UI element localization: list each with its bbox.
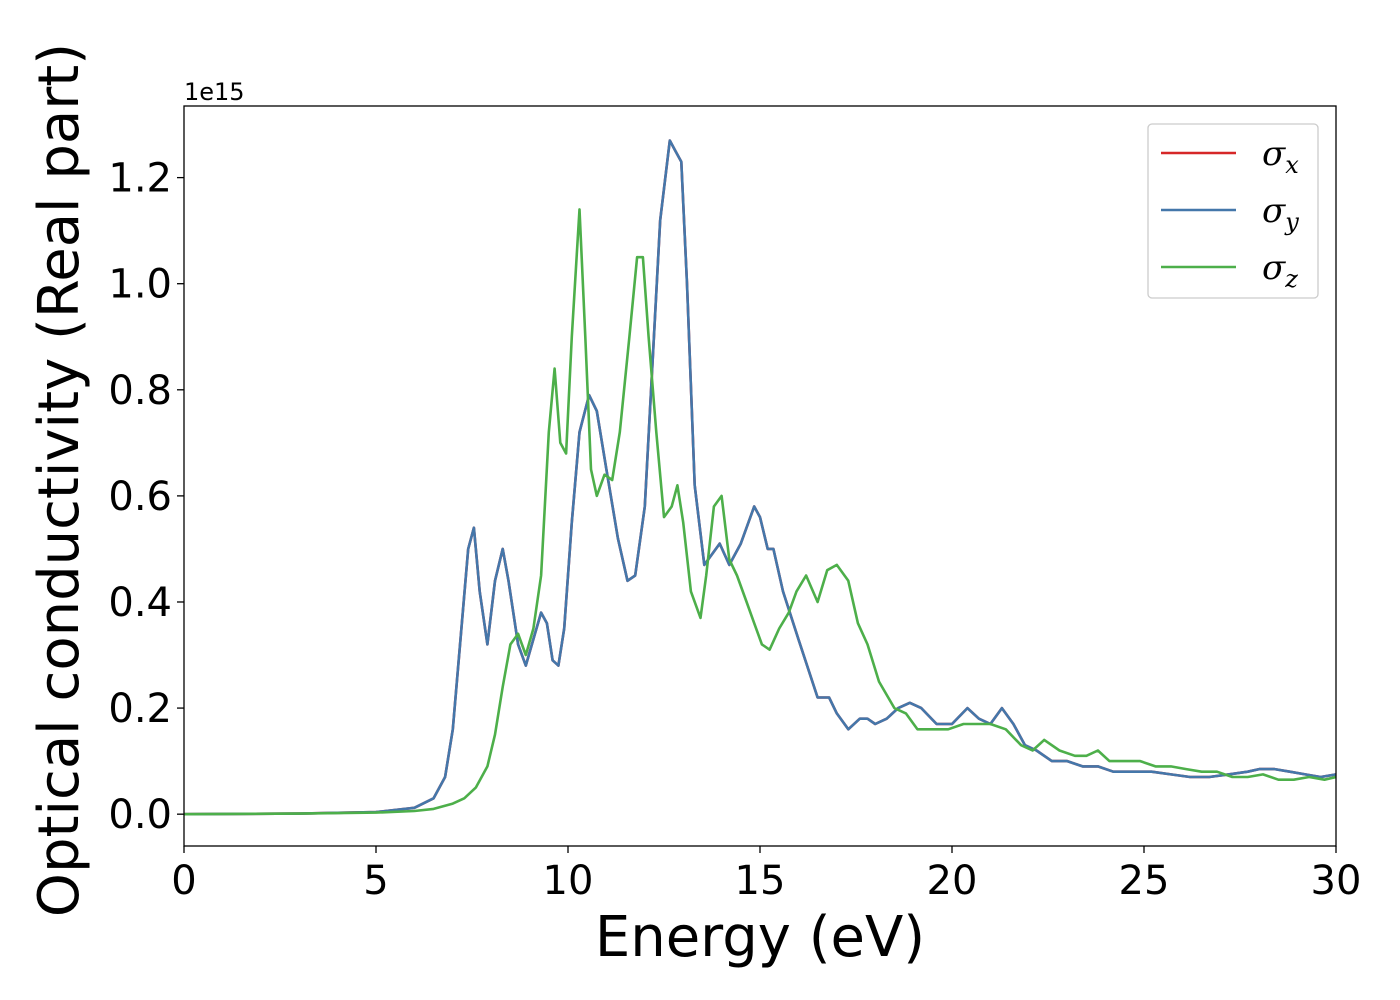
x-axis-label: Energy (eV) <box>595 905 925 970</box>
legend-label: σy <box>1262 191 1299 236</box>
x-tick-label: 0 <box>171 858 196 904</box>
y-tick-label: 0.0 <box>108 792 172 838</box>
y-tick-label: 1.2 <box>108 156 172 202</box>
series-line-z <box>184 208 1336 816</box>
legend-item-x: σx <box>1161 134 1299 179</box>
legend-item-y: σy <box>1161 191 1299 236</box>
y-tick-label: 1.0 <box>108 262 172 308</box>
y-tick-label: 0.4 <box>108 580 172 626</box>
x-tick-label: 25 <box>1119 858 1170 904</box>
x-tick-label: 30 <box>1311 858 1362 904</box>
legend-label: σz <box>1262 248 1298 293</box>
y-offset-text: 1e15 <box>184 78 245 106</box>
legend: σx σy σz <box>1147 123 1319 299</box>
x-tick-label: 20 <box>927 858 978 904</box>
legend-label: σx <box>1262 134 1299 179</box>
y-axis-ticks: 0.0 0.2 0.4 0.6 0.8 1.0 1.2 <box>108 156 184 838</box>
series-line-y <box>184 139 1336 816</box>
x-axis-ticks: 0 5 10 15 20 25 30 <box>171 846 1361 904</box>
x-tick-label: 10 <box>543 858 594 904</box>
y-tick-label: 0.6 <box>108 474 172 520</box>
y-tick-label: 0.8 <box>108 368 172 414</box>
y-tick-label: 0.2 <box>108 686 172 732</box>
x-tick-label: 5 <box>363 858 388 904</box>
legend-item-z: σz <box>1161 248 1298 293</box>
x-tick-label: 15 <box>735 858 786 904</box>
series-lines <box>184 139 1336 816</box>
y-axis-label: Optical conductivity (Real part) <box>27 43 92 917</box>
